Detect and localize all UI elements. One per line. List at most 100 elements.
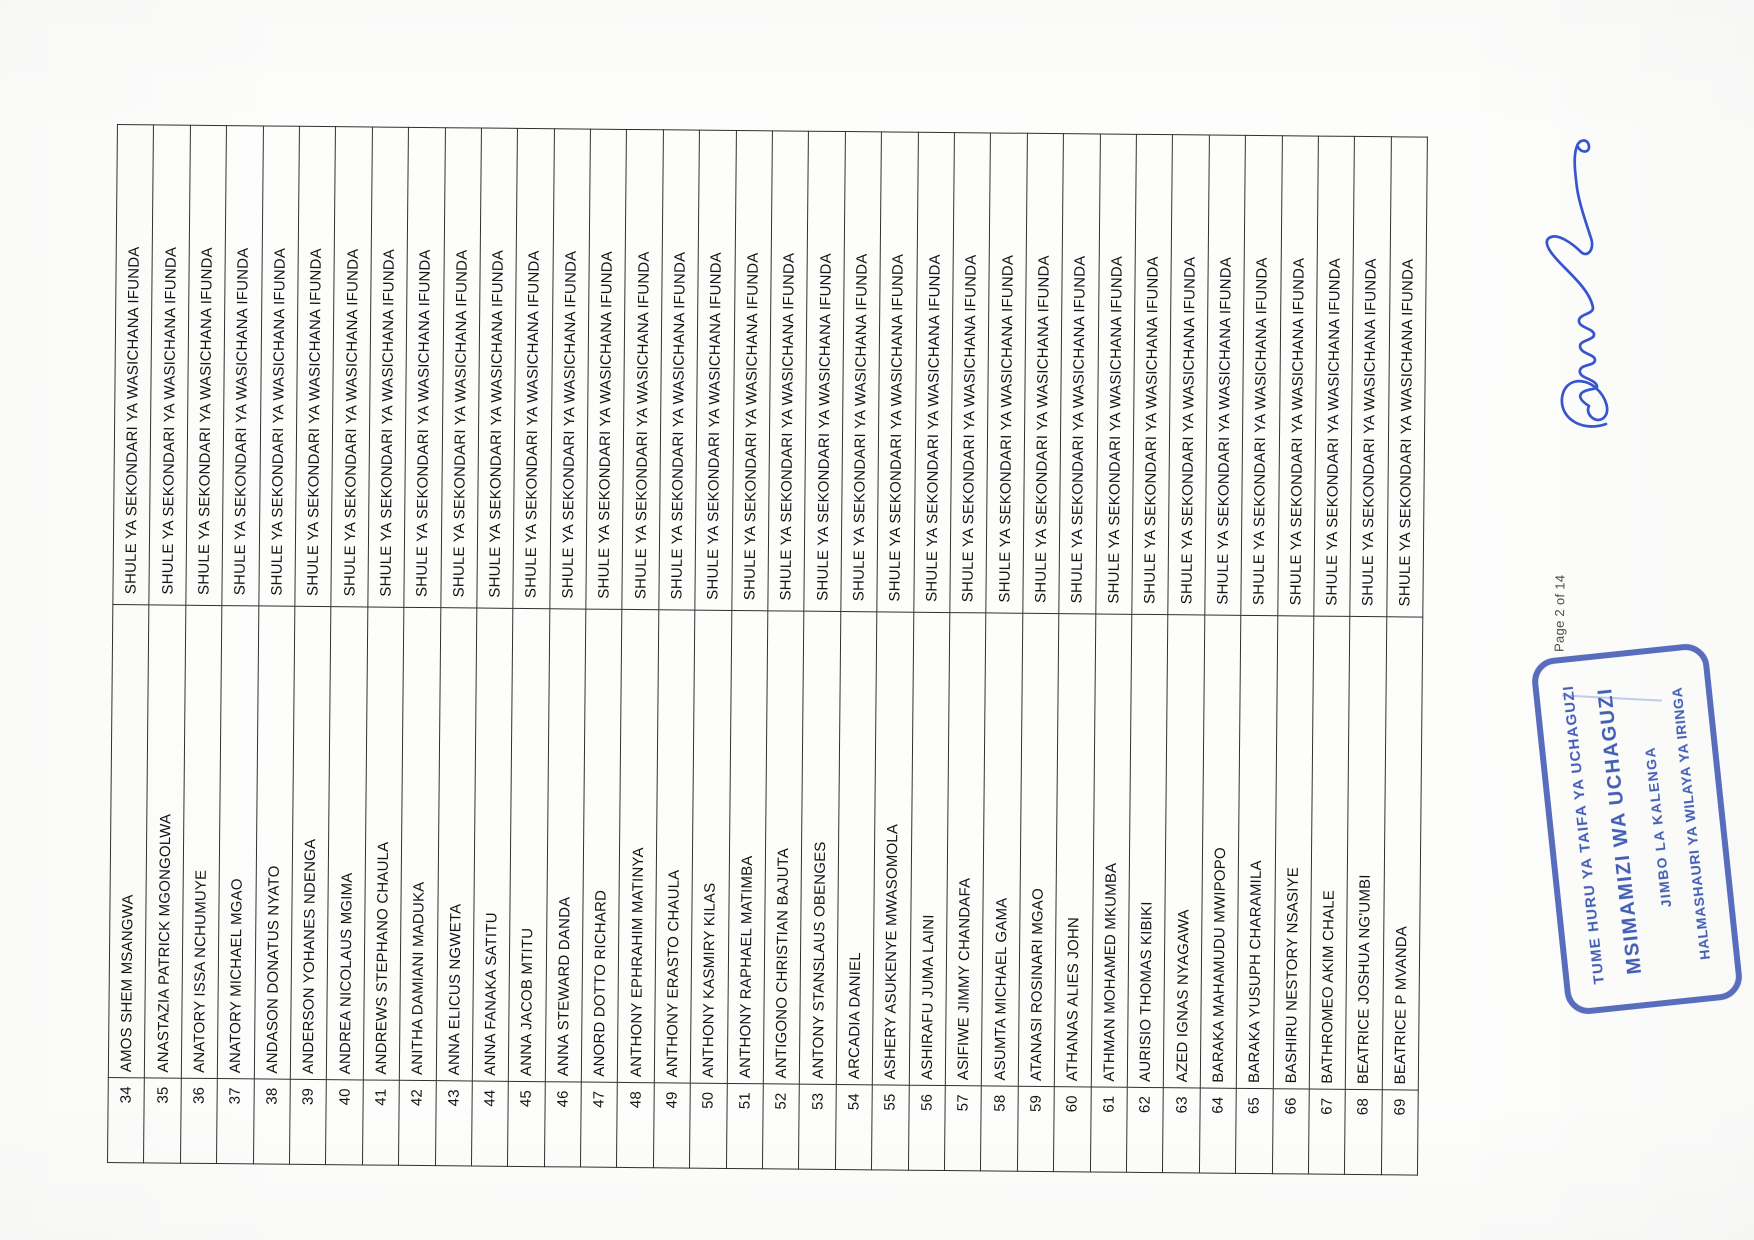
school-name: SHULE YA SEKONDARI YA WASICHANA IFUNDA [513, 128, 555, 609]
candidate-name: ASIFIWE JIMMY CHANDAFA [945, 612, 987, 1086]
candidate-name: ARCADIA DANIEL [836, 611, 878, 1085]
row-number: 62 [1126, 1087, 1164, 1173]
candidate-name: ASHIRAFU JUMA LAINI [908, 612, 950, 1086]
row-number: 65 [1235, 1088, 1273, 1174]
row-number: 46 [544, 1081, 582, 1168]
candidate-name: ANTHONY EPHRAHIM MATINYA [617, 609, 659, 1083]
row-number: 49 [653, 1082, 691, 1169]
row-number: 68 [1344, 1089, 1382, 1175]
school-name: SHULE YA SEKONDARI YA WASICHANA IFUNDA [1022, 133, 1064, 614]
row-number: 67 [1308, 1089, 1346, 1175]
candidate-name: ANDREA NICOLAUS MGIMA [326, 606, 368, 1080]
candidate-name: ANNA ELICUS NGWETA [435, 607, 477, 1082]
school-name: SHULE YA SEKONDARI YA WASICHANA IFUNDA [622, 129, 664, 610]
school-name: SHULE YA SEKONDARI YA WASICHANA IFUNDA [1386, 136, 1428, 618]
school-name: SHULE YA SEKONDARI YA WASICHANA IFUNDA [1350, 136, 1392, 617]
school-name: SHULE YA SEKONDARI YA WASICHANA IFUNDA [149, 124, 191, 606]
candidate-name: ANTHONY RAPHAEL MATIMBA [726, 610, 768, 1084]
stamp-line-constituency: JIMBO LA KALENGA [1641, 745, 1674, 909]
row-number: 53 [798, 1084, 837, 1170]
candidate-name: ANORD DOTTO RICHARD [581, 609, 623, 1083]
candidate-name: AMOS SHEM MSANGWA [108, 604, 150, 1078]
row-number: 43 [435, 1080, 473, 1166]
school-name: SHULE YA SEKONDARI YA WASICHANA IFUNDA [767, 130, 809, 612]
row-number: 57 [944, 1085, 982, 1171]
row-number: 52 [762, 1083, 800, 1170]
school-name: SHULE YA SEKONDARI YA WASICHANA IFUNDA [1168, 134, 1210, 616]
candidate-name: ANDERSON YOHANES NDENGA [290, 606, 332, 1080]
candidate-name: BARAKA YUSUPH CHARAMILA [1236, 615, 1278, 1089]
row-number: 63 [1162, 1087, 1200, 1173]
candidate-name: AURISIO THOMAS KIBIKI [1127, 614, 1169, 1088]
school-name: SHULE YA SEKONDARI YA WASICHANA IFUNDA [949, 132, 991, 613]
row-number: 34 [107, 1077, 145, 1163]
row-number: 54 [835, 1084, 873, 1170]
candidate-name: ANITHA DAMIANI MADUKA [399, 607, 441, 1081]
candidate-name: ANNA JACOB MTITU [508, 608, 550, 1082]
school-name: SHULE YA SEKONDARI YA WASICHANA IFUNDA [112, 124, 154, 605]
row-number: 51 [726, 1083, 764, 1169]
row-number: 69 [1381, 1089, 1419, 1176]
school-name: SHULE YA SEKONDARI YA WASICHANA IFUNDA [731, 130, 773, 611]
row-number: 41 [362, 1079, 400, 1166]
candidate-name: ANASTAZIA PATRICK MGONGOLWA [144, 604, 186, 1079]
row-number: 61 [1090, 1086, 1128, 1173]
candidate-name: ANATORY MICHAEL MGAO [217, 605, 259, 1079]
row-number: 59 [1017, 1086, 1055, 1172]
school-name: SHULE YA SEKONDARI YA WASICHANA IFUNDA [913, 132, 955, 613]
row-number: 48 [616, 1082, 655, 1168]
school-name: SHULE YA SEKONDARI YA WASICHANA IFUNDA [877, 131, 919, 613]
school-name: SHULE YA SEKONDARI YA WASICHANA IFUNDA [1277, 135, 1319, 617]
stamp-line-council: HALMASHAURI YA WILAYA YA IRINGA [1668, 686, 1713, 961]
school-name: SHULE YA SEKONDARI YA WASICHANA IFUNDA [1131, 134, 1173, 615]
row-number: 56 [908, 1085, 946, 1171]
signature-ink [1545, 139, 1609, 428]
row-number: 60 [1053, 1086, 1091, 1172]
school-name: SHULE YA SEKONDARI YA WASICHANA IFUNDA [294, 126, 336, 607]
candidate-name: ATANASI ROSINARI MGAO [1018, 613, 1059, 1087]
candidate-name: BEATRICE JOSHUA NG'UMBI [1345, 616, 1387, 1090]
school-name: SHULE YA SEKONDARI YA WASICHANA IFUNDA [1095, 133, 1137, 615]
school-name: SHULE YA SEKONDARI YA WASICHANA IFUNDA [986, 132, 1028, 614]
school-name: SHULE YA SEKONDARI YA WASICHANA IFUNDA [549, 128, 591, 610]
row-number: 58 [980, 1085, 1019, 1172]
candidate-name: ASUMTA MICHAEL GAMA [981, 612, 1023, 1087]
candidate-name: ANNA FANAKA SATITU [472, 608, 514, 1082]
candidate-name: BASHIRU NESTORY NSASIYE [1272, 615, 1314, 1090]
school-name: SHULE YA SEKONDARI YA WASICHANA IFUNDA [804, 131, 846, 612]
candidate-name: ANNA STEWARD DANDA [544, 608, 586, 1083]
school-name: SHULE YA SEKONDARI YA WASICHANA IFUNDA [658, 129, 700, 611]
school-name: SHULE YA SEKONDARI YA WASICHANA IFUNDA [585, 129, 627, 610]
candidate-name: ANTONY STANSLAUS OBENGES [799, 611, 841, 1085]
candidate-name: BEATRICE P MVANDA [1381, 616, 1423, 1091]
candidate-table: 34 AMOS SHEM MSANGWA SHULE YA SEKONDARI YA… [107, 124, 1428, 1176]
school-name: SHULE YA SEKONDARI YA WASICHANA IFUNDA [331, 126, 373, 607]
candidate-name: AZED IGNAS NYAGAWA [1163, 614, 1205, 1088]
school-name: SHULE YA SEKONDARI YA WASICHANA IFUNDA [1313, 136, 1355, 617]
candidate-name: ASHERY ASUKENYE MWASOMOLA [872, 611, 914, 1086]
candidate-name: ANDREWS STEPHANO CHAULA [363, 606, 404, 1081]
row-number: 50 [689, 1083, 727, 1169]
candidate-name: ATHMAN MOHAMED MKUMBA [1090, 613, 1132, 1088]
school-name: SHULE YA SEKONDARI YA WASICHANA IFUNDA [1240, 135, 1282, 616]
page-number: Page 2 of 14 [1551, 574, 1568, 653]
school-name: SHULE YA SEKONDARI YA WASICHANA IFUNDA [1204, 135, 1246, 616]
school-name: SHULE YA SEKONDARI YA WASICHANA IFUNDA [185, 125, 227, 606]
school-name: SHULE YA SEKONDARI YA WASICHANA IFUNDA [367, 126, 409, 608]
school-name: SHULE YA SEKONDARI YA WASICHANA IFUNDA [258, 125, 300, 607]
school-name: SHULE YA SEKONDARI YA WASICHANA IFUNDA [695, 130, 737, 611]
candidate-name: ANTHONY KASMIRY KILAS [690, 610, 732, 1084]
row-number: 66 [1271, 1088, 1310, 1175]
row-number: 39 [289, 1079, 327, 1165]
school-name: SHULE YA SEKONDARI YA WASICHANA IFUNDA [222, 125, 264, 606]
row-number: 42 [398, 1080, 436, 1166]
row-number: 47 [580, 1082, 618, 1168]
school-name: SHULE YA SEKONDARI YA WASICHANA IFUNDA [440, 127, 482, 609]
school-name: SHULE YA SEKONDARI YA WASICHANA IFUNDA [403, 127, 445, 608]
candidate-name: ANDASON DONATUS NYATO [253, 605, 295, 1080]
candidate-name: ANTIGONO CHRISTIAN BAJUTA [763, 610, 805, 1085]
school-name: SHULE YA SEKONDARI YA WASICHANA IFUNDA [476, 128, 518, 609]
row-number: 37 [216, 1078, 254, 1164]
candidate-name: BATHROMEO AKIM CHALE [1309, 616, 1351, 1090]
